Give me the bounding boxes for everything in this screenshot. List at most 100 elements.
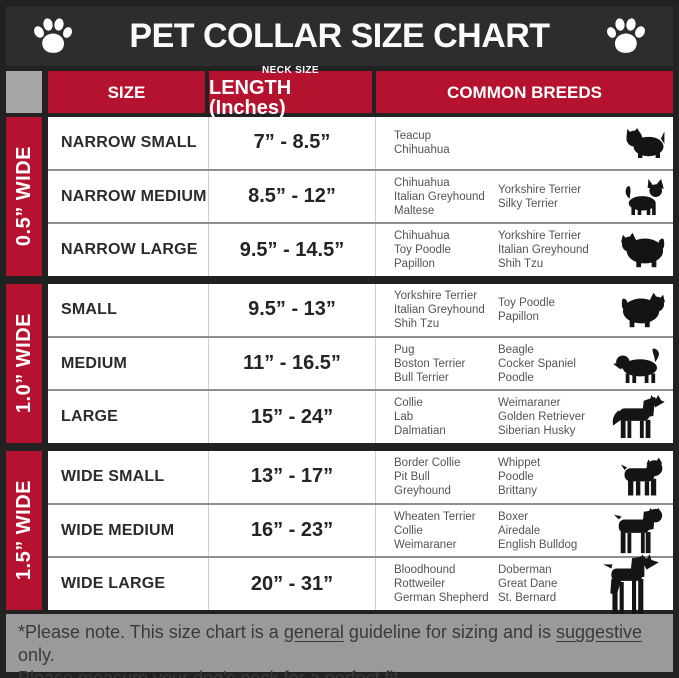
- table-row: LARGE 15” - 24” Collie Lab Dalmatian Wei…: [48, 389, 673, 444]
- breed-name: Poodle: [498, 470, 534, 483]
- table-row: WIDE SMALL 13” - 17” Border Collie Pit B…: [48, 451, 673, 503]
- breed-name: Airedale: [498, 524, 541, 537]
- breed-name: Papillon: [394, 258, 435, 271]
- breed-name: Siberian Husky: [498, 425, 576, 438]
- common-breeds-cell: Pug Boston Terrier Bull Terrier Beagle C…: [376, 338, 673, 390]
- common-breeds-cell: Chihuahua Toy Poodle Papillon Yorkshire …: [376, 224, 673, 276]
- breed-name: Whippet: [498, 456, 541, 469]
- breed-name: Poodle: [498, 371, 534, 384]
- table-row: NARROW LARGE 9.5” - 14.5” Chihuahua Toy …: [48, 222, 673, 277]
- neck-length-value: 16” - 23”: [209, 504, 376, 557]
- breed-name: Weimaraner: [498, 397, 561, 410]
- breed-name: German Shepherd: [394, 592, 489, 605]
- column-header-common-breeds: COMMON BREEDS: [376, 71, 673, 113]
- width-label: 1.0” WIDE: [6, 284, 42, 443]
- header-bar: PET COLLAR SIZE CHART: [6, 6, 673, 66]
- pomeranian-icon: [621, 232, 665, 268]
- common-breeds-cell: Collie Lab Dalmatian Weimaraner Golden R…: [376, 391, 673, 443]
- neck-length-value: 11” - 16.5”: [209, 337, 376, 390]
- common-breeds-cell: Chihuahua Italian Greyhound Maltese York…: [376, 171, 673, 223]
- footnote-line-2: Please measure your dog's neck for a per…: [18, 668, 399, 678]
- breed-name: Cocker Spaniel: [498, 357, 576, 370]
- width-label: 0.5” WIDE: [6, 117, 42, 276]
- neck-length-value: 13” - 17”: [209, 451, 376, 503]
- size-label: NARROW MEDIUM: [48, 170, 209, 223]
- neck-size-label: NECK SIZE: [262, 65, 319, 76]
- breed-name: Papillon: [498, 310, 539, 323]
- paw-icon: [605, 16, 649, 56]
- breed-name: Dalmatian: [394, 425, 446, 438]
- breed-name: Chihuahua: [394, 230, 450, 243]
- breed-name: Chihuahua: [394, 143, 450, 156]
- breed-name: Rottweiler: [394, 578, 446, 591]
- breed-name: Chihuahua: [394, 176, 450, 189]
- breed-name: Yorkshire Terrier: [498, 183, 582, 196]
- breed-name: Italian Greyhound: [498, 244, 589, 257]
- footnote-line-1: *Please note. This size chart is a gener…: [18, 622, 643, 665]
- breed-name: Yorkshire Terrier: [498, 230, 582, 243]
- breed-name: Collie: [394, 524, 423, 537]
- breed-name: Shih Tzu: [394, 317, 440, 330]
- width-section-05: 0.5” WIDE NARROW SMALL 7” - 8.5” Teacup …: [6, 117, 673, 277]
- breed-name: Lab: [394, 411, 414, 424]
- underlined-word: suggestive: [555, 622, 643, 642]
- table-row: WIDE LARGE 20” - 31” Bloodhound Rottweil…: [48, 554, 673, 615]
- husky-icon: [611, 395, 665, 439]
- common-breeds-cell: Teacup Chihuahua: [376, 117, 673, 169]
- table-row: WIDE MEDIUM 16” - 23” Wheaten Terrier Co…: [48, 502, 673, 557]
- length-inches-label: LENGTH (Inches): [209, 77, 292, 119]
- breed-name: Bull Terrier: [394, 371, 449, 384]
- underlined-word: general: [283, 622, 344, 642]
- neck-length-value: 20” - 31”: [209, 558, 376, 611]
- breed-name: Great Dane: [498, 578, 558, 591]
- breed-name: Italian Greyhound: [394, 190, 485, 203]
- breed-name: Wheaten Terrier: [394, 510, 476, 523]
- doberman-icon: [599, 553, 665, 615]
- breed-name: Boxer: [498, 510, 529, 523]
- neck-length-value: 9.5” - 13”: [209, 284, 376, 336]
- size-label: NARROW LARGE: [48, 224, 209, 277]
- neck-length-value: 8.5” - 12”: [209, 170, 376, 223]
- pekingese-icon: [621, 292, 665, 328]
- table-row: MEDIUM 11” - 16.5” Pug Boston Terrier Bu…: [48, 335, 673, 390]
- breed-name: English Bulldog: [498, 538, 578, 551]
- pit-bull-icon: [621, 456, 665, 498]
- size-label: WIDE SMALL: [48, 451, 209, 503]
- neck-length-value: 9.5” - 14.5”: [209, 224, 376, 277]
- width-section-10: 1.0” WIDE SMALL 9.5” - 13” Yorkshire Ter…: [6, 284, 673, 444]
- neck-length-value: 15” - 24”: [209, 391, 376, 444]
- breed-name: Collie: [394, 397, 423, 410]
- breed-name: Pit Bull: [394, 470, 430, 483]
- boxer-icon: [613, 507, 665, 555]
- breed-name: St. Bernard: [498, 592, 557, 605]
- page-title: PET COLLAR SIZE CHART: [129, 16, 550, 55]
- table-row: NARROW SMALL 7” - 8.5” Teacup Chihuahua: [48, 117, 673, 169]
- breed-name: Beagle: [498, 343, 534, 356]
- paw-icon: [30, 16, 74, 56]
- breed-name: Pug: [394, 343, 415, 356]
- breed-name: Toy Poodle: [498, 296, 555, 309]
- common-breeds-cell: Border Collie Pit Bull Greyhound Whippet…: [376, 451, 673, 503]
- neck-length-value: 7” - 8.5”: [209, 117, 376, 169]
- width-label-text: 0.5” WIDE: [12, 146, 35, 247]
- common-breeds-cell: Wheaten Terrier Collie Weimaraner Boxer …: [376, 505, 673, 557]
- size-label: SMALL: [48, 284, 209, 336]
- breed-name: Boston Terrier: [394, 357, 466, 370]
- beagle-icon: [613, 345, 665, 383]
- breed-name: Golden Retriever: [498, 411, 585, 424]
- corner-cell: [6, 71, 42, 113]
- yorkshire-terrier-icon: [625, 127, 665, 158]
- size-label: WIDE MEDIUM: [48, 504, 209, 557]
- breed-name: Maltese: [394, 204, 435, 217]
- breed-name: Greyhound: [394, 484, 451, 497]
- breed-name: Brittany: [498, 484, 537, 497]
- column-header-neck-length: NECK SIZE LENGTH (Inches): [209, 66, 372, 118]
- breed-name: Bloodhound: [394, 564, 456, 577]
- size-label: WIDE LARGE: [48, 558, 209, 611]
- breed-name: Teacup: [394, 129, 432, 142]
- size-label: MEDIUM: [48, 337, 209, 390]
- breed-name: Weimaraner: [394, 538, 457, 551]
- footnote: *Please note. This size chart is a gener…: [6, 614, 673, 678]
- breed-name: Silky Terrier: [498, 197, 558, 210]
